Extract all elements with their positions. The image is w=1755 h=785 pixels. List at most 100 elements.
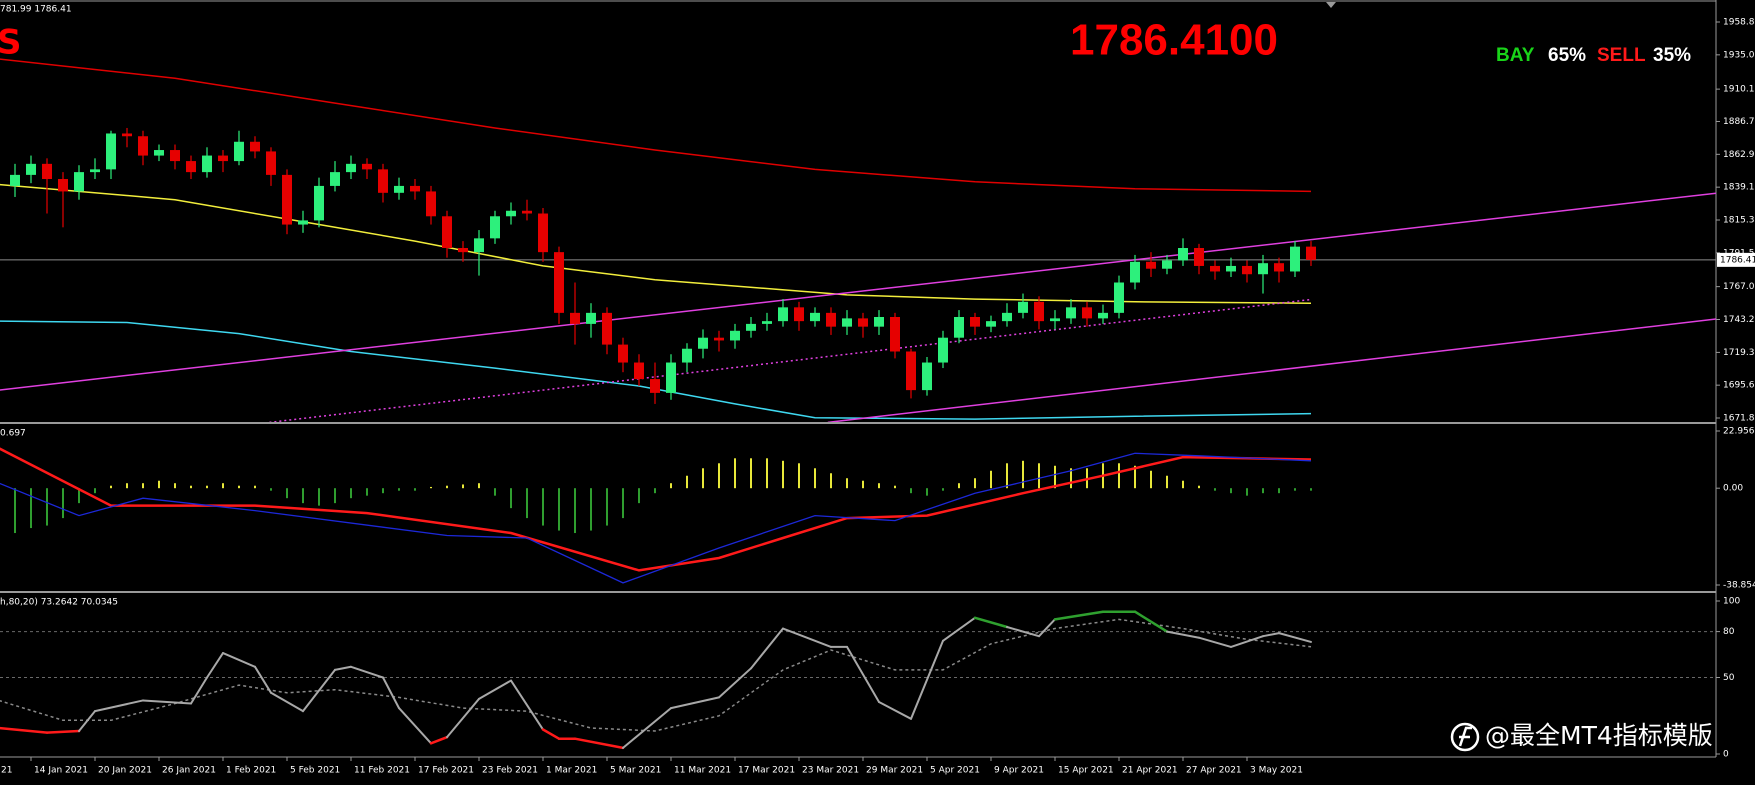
candle-body bbox=[826, 312, 836, 327]
y-tick-label: 0.00 bbox=[1723, 484, 1743, 494]
stoch-main-segment bbox=[541, 728, 561, 740]
y-tick-label: 0 bbox=[1723, 750, 1729, 760]
y-tick-label: 1815.30 bbox=[1723, 216, 1755, 226]
x-tick-label: 9 Apr 2021 bbox=[994, 766, 1044, 776]
y-tick-label: 80 bbox=[1723, 627, 1735, 637]
candle-body bbox=[1210, 265, 1220, 272]
candle-body bbox=[650, 379, 660, 393]
candle-body bbox=[298, 220, 308, 225]
y-tick-label: 1719.35 bbox=[1723, 348, 1755, 358]
big-price: 1786.4100 bbox=[1070, 16, 1278, 65]
candle-body bbox=[1002, 312, 1012, 322]
candle-body bbox=[378, 169, 388, 193]
candle-body bbox=[890, 316, 900, 352]
watermark: @最全MT4指标模版 bbox=[1450, 721, 1713, 752]
stoch-main-segment bbox=[222, 652, 256, 668]
candle-body bbox=[906, 351, 916, 391]
stoch-main-segment bbox=[718, 667, 752, 699]
stoch-main-segment bbox=[1053, 610, 1105, 621]
candle-body bbox=[858, 318, 868, 327]
candle-body bbox=[682, 348, 692, 363]
candle-body bbox=[666, 362, 676, 393]
candle-body bbox=[282, 174, 292, 225]
candle-body bbox=[570, 312, 580, 324]
price-tag bbox=[1717, 252, 1755, 267]
overlay-line bbox=[0, 183, 1312, 304]
candle-body bbox=[874, 316, 884, 327]
stoch-main-segment bbox=[510, 679, 544, 731]
candle-body bbox=[1098, 312, 1108, 319]
x-tick-label: 21 Apr 2021 bbox=[1122, 766, 1178, 776]
macd-line bbox=[0, 447, 1312, 572]
candle-body bbox=[922, 362, 932, 391]
overlay-line bbox=[0, 58, 1312, 193]
y-tick-label: 22.956 bbox=[1723, 427, 1755, 437]
x-tick-label: 1 Mar 2021 bbox=[546, 766, 597, 776]
candle-body bbox=[714, 337, 724, 341]
x-tick-label: 15 Apr 2021 bbox=[1058, 766, 1114, 776]
y-tick-label: 100 bbox=[1723, 597, 1740, 607]
candle-body bbox=[506, 210, 516, 217]
candle-body bbox=[42, 163, 52, 180]
candle-body bbox=[138, 136, 148, 156]
candle-body bbox=[842, 318, 852, 327]
candle-body bbox=[1274, 263, 1284, 272]
stoch-main-segment bbox=[942, 616, 976, 642]
candle-body bbox=[634, 362, 644, 380]
candle-body bbox=[490, 216, 500, 239]
overlay-line bbox=[827, 318, 1716, 422]
stoch-main-segment bbox=[782, 627, 832, 648]
candle-body bbox=[810, 312, 820, 322]
sell-percent: 35% bbox=[1653, 45, 1691, 66]
stoch-main-segment bbox=[334, 665, 352, 671]
candle-body bbox=[202, 155, 212, 173]
x-tick-label: 5 Apr 2021 bbox=[930, 766, 980, 776]
stoch-main-segment bbox=[1166, 630, 1200, 639]
candle-body bbox=[266, 151, 276, 175]
candle-body bbox=[154, 150, 164, 156]
stoch-main-segment bbox=[398, 707, 432, 745]
signal-letter: S bbox=[0, 23, 22, 63]
stoch-signal-line bbox=[0, 618, 1312, 732]
shift-marker bbox=[1326, 2, 1336, 8]
stoch-main-segment bbox=[750, 627, 784, 670]
candle-body bbox=[1178, 248, 1188, 261]
candle-body bbox=[746, 323, 756, 331]
x-tick-label: 14 Jan 2021 bbox=[34, 766, 88, 776]
candle-body bbox=[970, 316, 980, 327]
candle-body bbox=[778, 307, 788, 322]
candle-body bbox=[394, 185, 404, 193]
candle-body bbox=[1114, 282, 1124, 313]
candle-body bbox=[1066, 307, 1076, 319]
candle-body bbox=[330, 172, 340, 186]
candle-body bbox=[170, 150, 180, 162]
stoch-main-segment bbox=[45, 729, 81, 734]
y-tick-label: 1910.15 bbox=[1723, 85, 1755, 95]
candle-body bbox=[1130, 261, 1140, 283]
candle-body bbox=[954, 316, 964, 338]
candle-body bbox=[1034, 301, 1044, 322]
candle-body bbox=[698, 337, 708, 349]
candle-body bbox=[538, 213, 548, 253]
y-tick-label: 50 bbox=[1723, 673, 1735, 683]
x-tick-label: 17 Mar 2021 bbox=[738, 766, 795, 776]
stoch-main-segment bbox=[1262, 632, 1280, 638]
stoch-main-segment bbox=[429, 735, 449, 745]
x-tick-label: 26 Jan 2021 bbox=[162, 766, 216, 776]
stoch-main-segment bbox=[270, 691, 304, 713]
stoch-main-segment bbox=[446, 697, 480, 739]
x-tick-label: 17 Feb 2021 bbox=[418, 766, 474, 776]
candle-body bbox=[218, 155, 228, 162]
watermark-icon bbox=[1458, 726, 1472, 747]
candle-body bbox=[602, 312, 612, 345]
sell-label: SELL bbox=[1597, 45, 1646, 66]
overlay-line bbox=[0, 320, 1312, 420]
candle-body bbox=[314, 185, 324, 221]
candle-body bbox=[58, 179, 68, 192]
candle-body bbox=[1018, 301, 1028, 313]
buy-label: BAY bbox=[1496, 45, 1535, 66]
stoch-main-segment bbox=[254, 665, 272, 694]
y-tick-label: -38.854 bbox=[1723, 581, 1755, 591]
candle-body bbox=[938, 337, 948, 363]
